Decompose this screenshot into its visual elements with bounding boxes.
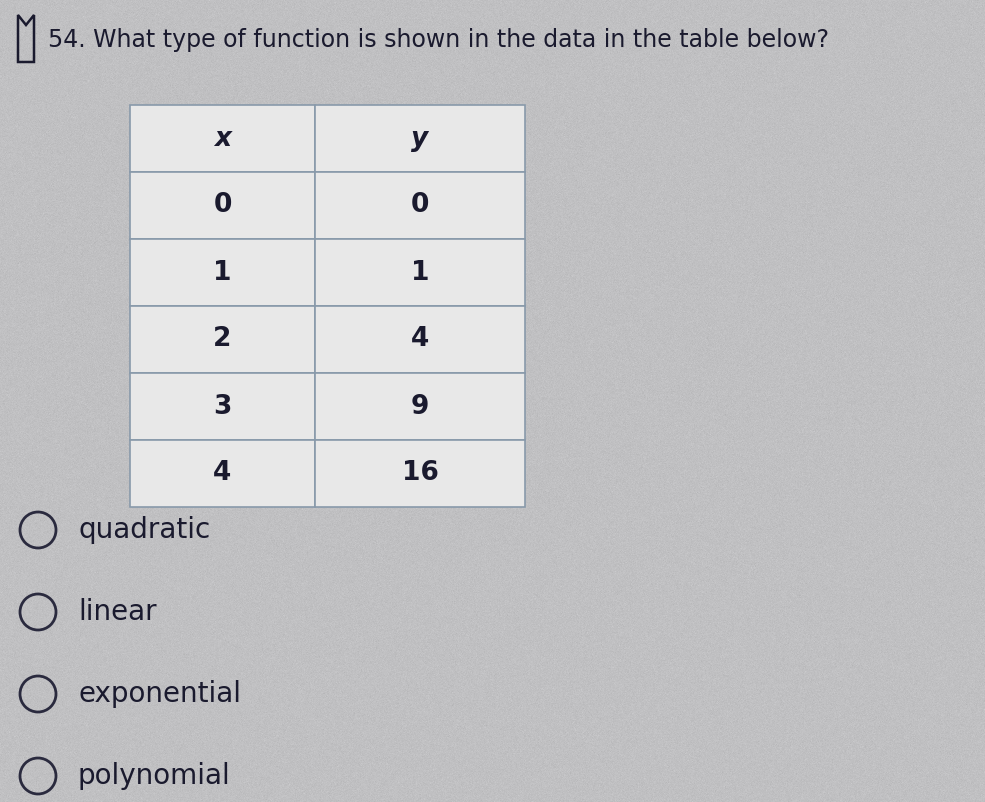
Text: polynomial: polynomial	[78, 762, 230, 790]
Text: 4: 4	[214, 460, 231, 487]
Text: exponential: exponential	[78, 680, 241, 708]
Bar	[130, 373, 315, 440]
Bar	[315, 306, 525, 373]
Text: 4: 4	[411, 326, 429, 353]
Bar	[315, 373, 525, 440]
Text: 0: 0	[411, 192, 429, 218]
Bar	[130, 239, 315, 306]
Text: 0: 0	[214, 192, 231, 218]
Text: y: y	[412, 125, 428, 152]
Bar	[315, 105, 525, 172]
Text: 54. What type of function is shown in the data in the table below?: 54. What type of function is shown in th…	[48, 28, 829, 52]
Bar	[130, 440, 315, 507]
Text: 1: 1	[411, 260, 429, 286]
Bar	[130, 306, 315, 373]
Text: 1: 1	[213, 260, 231, 286]
Bar	[315, 440, 525, 507]
Bar	[315, 239, 525, 306]
Bar	[130, 172, 315, 239]
Text: x: x	[214, 125, 231, 152]
Text: linear: linear	[78, 598, 157, 626]
Text: 16: 16	[402, 460, 438, 487]
Bar	[315, 172, 525, 239]
Bar	[130, 105, 315, 172]
Text: 2: 2	[214, 326, 231, 353]
Text: 9: 9	[411, 394, 429, 419]
Text: quadratic: quadratic	[78, 516, 210, 544]
Text: 3: 3	[214, 394, 231, 419]
